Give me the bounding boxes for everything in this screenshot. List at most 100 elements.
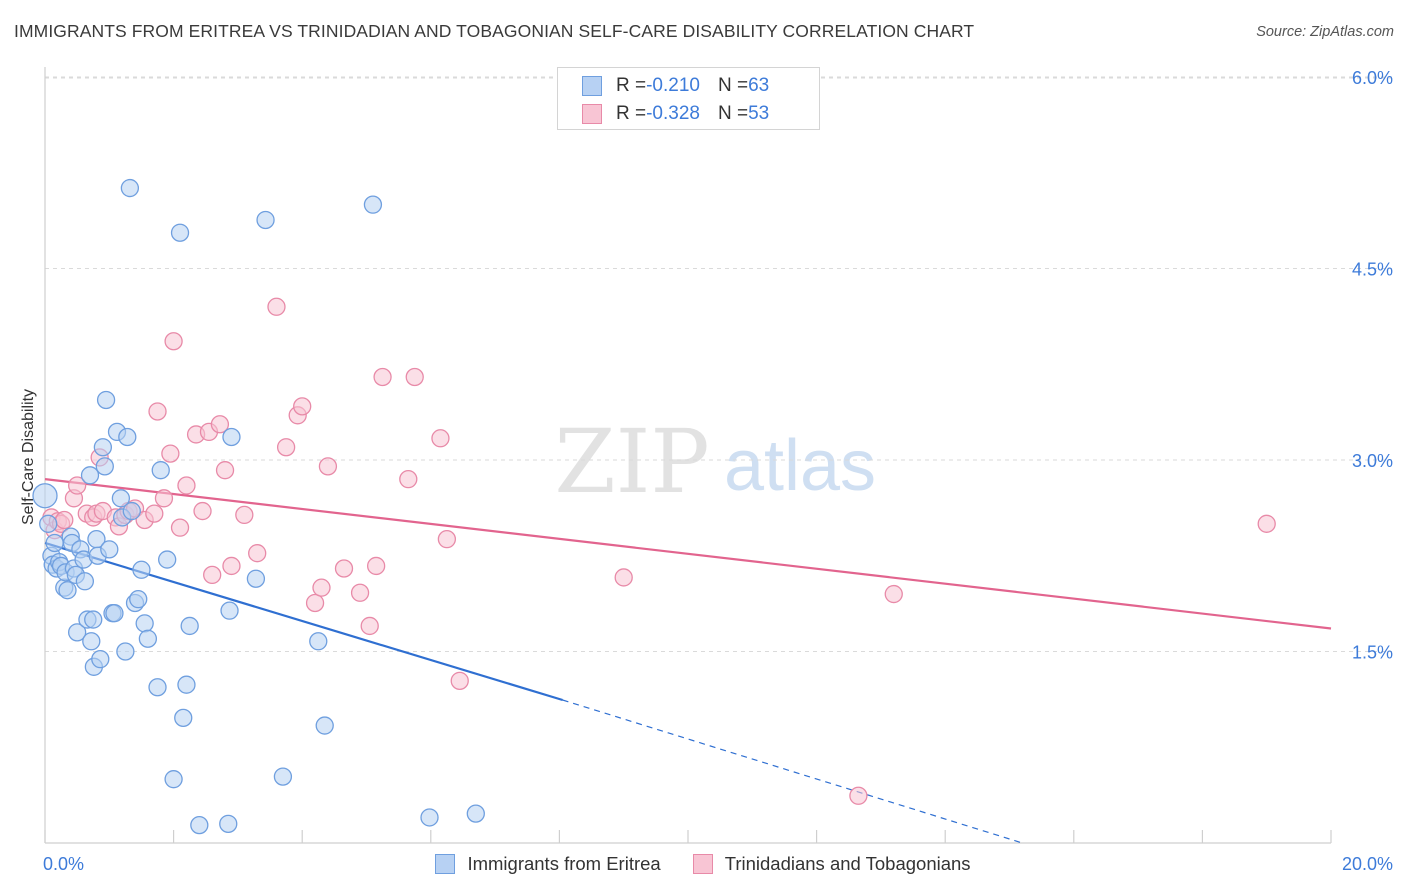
point-trinidad xyxy=(235,505,254,525)
point-trinidad xyxy=(614,568,633,587)
trend-line-trinidad xyxy=(44,478,1332,630)
point-eritrea xyxy=(93,438,113,457)
point-trinidad xyxy=(884,584,903,604)
x-tick-label: 20.0% xyxy=(1342,854,1393,874)
stats-row-trinidad: R = -0.328 N = 53 xyxy=(582,102,769,126)
y-tick-label: 6.0% xyxy=(1352,68,1393,88)
legend-label: Trinidadians and Tobagonians xyxy=(724,853,971,874)
point-trinidad xyxy=(222,556,241,576)
y-tick-label: 1.5% xyxy=(1352,642,1393,662)
point-eritrea xyxy=(164,770,183,789)
point-eritrea xyxy=(246,569,266,588)
point-trinidad xyxy=(267,297,286,316)
point-eritrea xyxy=(45,533,64,553)
stats-row-eritrea: R = -0.210 N = 63 xyxy=(582,74,769,98)
point-eritrea xyxy=(174,708,193,728)
point-eritrea xyxy=(363,195,383,214)
point-eritrea xyxy=(177,675,196,694)
point-eritrea xyxy=(122,501,141,521)
point-eritrea xyxy=(132,560,151,579)
point-trinidad xyxy=(312,578,331,597)
point-trinidad xyxy=(318,457,338,476)
axes: Self-Care Disability 1.5% 3.0% 4.5% 6.0% 0.0… xyxy=(20,67,1393,874)
point-eritrea xyxy=(96,390,116,410)
y-tick-label: 3.0% xyxy=(1352,451,1393,471)
x-tick-label: 0.0% xyxy=(43,854,84,874)
point-trinidad xyxy=(450,671,469,691)
trend-line-eritrea xyxy=(44,541,563,702)
point-trinidad xyxy=(203,565,222,585)
legend-item-eritrea[interactable]: Immigrants from Eritrea xyxy=(435,853,661,875)
point-trinidad xyxy=(210,415,230,434)
legend-label: Immigrants from Eritrea xyxy=(467,853,661,874)
point-eritrea xyxy=(116,642,135,661)
pink-swatch xyxy=(582,104,602,124)
point-eritrea xyxy=(151,461,170,480)
stats-legend: R = -0.210 N = 63 R = -0.328 N = 53 xyxy=(557,67,820,130)
point-eritrea xyxy=(170,223,190,242)
point-trinidad xyxy=(360,616,379,636)
n-value: 53 xyxy=(748,103,770,124)
point-trinidad xyxy=(68,476,87,495)
source-label: Source: ZipAtlas.com xyxy=(1256,24,1394,40)
watermark: ZIP atlas xyxy=(554,410,876,513)
point-eritrea xyxy=(148,678,167,697)
point-eritrea xyxy=(256,210,275,230)
n-label: N = xyxy=(717,75,749,96)
r-label: R = xyxy=(616,103,647,124)
point-trinidad xyxy=(293,397,312,416)
point-eritrea xyxy=(220,601,239,620)
point-trinidad xyxy=(170,518,190,537)
point-trinidad xyxy=(431,429,450,448)
point-trinidad xyxy=(437,529,457,549)
r-value: -0.210 xyxy=(646,75,700,96)
point-eritrea xyxy=(273,767,293,786)
point-eritrea xyxy=(309,632,328,651)
y-tick-label: 4.5% xyxy=(1352,259,1393,279)
point-eritrea xyxy=(118,427,137,447)
point-eritrea xyxy=(58,581,77,600)
point-eritrea xyxy=(158,550,177,569)
point-trinidad xyxy=(161,444,180,463)
point-trinidad xyxy=(334,559,354,578)
point-eritrea xyxy=(138,629,158,648)
point-trinidad xyxy=(154,489,174,508)
point-eritrea xyxy=(75,572,95,591)
point-eritrea xyxy=(120,178,140,198)
point-trinidad xyxy=(164,332,183,351)
point-trinidad xyxy=(177,476,196,495)
point-eritrea xyxy=(135,614,154,633)
point-trinidad xyxy=(373,367,392,387)
point-eritrea xyxy=(466,804,485,823)
point-trinidad xyxy=(193,501,212,521)
watermark-atlas: atlas xyxy=(724,426,876,506)
watermark-zip: ZIP xyxy=(554,410,709,513)
point-eritrea xyxy=(84,610,103,629)
trend-line-eritrea-extension xyxy=(562,699,1023,844)
point-eritrea xyxy=(100,540,119,559)
legend-item-trinidad[interactable]: Trinidadians and Tobagonians xyxy=(692,853,971,875)
point-eritrea xyxy=(222,427,241,447)
point-eritrea xyxy=(32,483,58,509)
point-trinidad xyxy=(215,461,235,480)
point-trinidad xyxy=(145,504,164,523)
point-eritrea xyxy=(190,815,209,835)
point-eritrea xyxy=(129,590,148,609)
point-trinidad xyxy=(366,556,386,576)
point-eritrea xyxy=(95,457,114,476)
point-trinidad xyxy=(276,438,296,457)
point-eritrea xyxy=(315,716,334,735)
point-trinidad xyxy=(350,583,370,602)
pink-swatch xyxy=(692,854,713,874)
point-eritrea xyxy=(111,489,131,508)
series-legend: Immigrants from Eritrea Trinidadians and… xyxy=(0,852,1406,876)
point-trinidad xyxy=(849,786,868,805)
point-trinidad xyxy=(399,469,418,489)
data-points xyxy=(32,178,1276,835)
point-trinidad xyxy=(55,510,74,530)
r-value: -0.328 xyxy=(646,103,700,124)
chart-title: IMMIGRANTS FROM ERITREA VS TRINIDADIAN A… xyxy=(14,21,975,41)
point-eritrea xyxy=(420,808,439,827)
grid xyxy=(45,76,1392,652)
